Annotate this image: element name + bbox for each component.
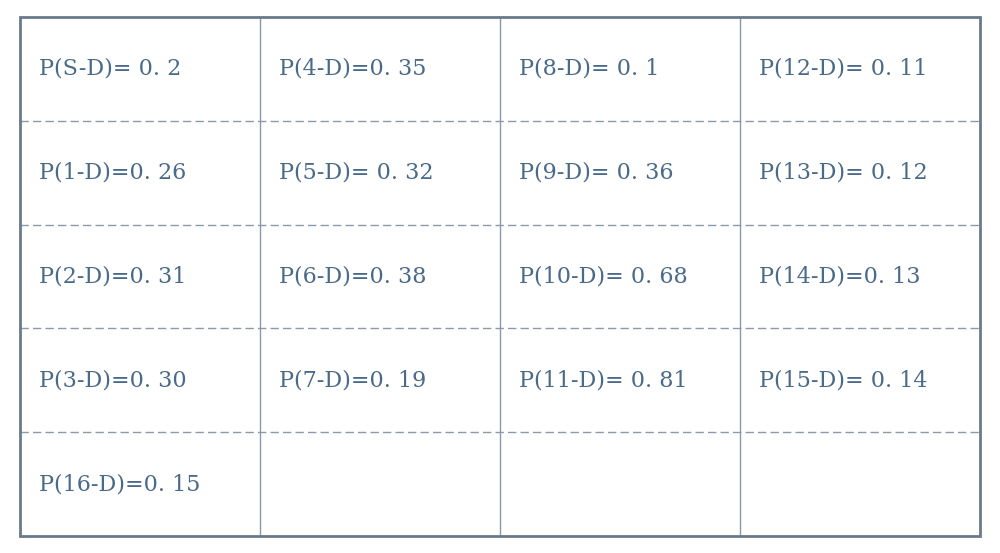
Text: P(6-D)=0. 38: P(6-D)=0. 38	[279, 265, 427, 288]
Text: P(2-D)=0. 31: P(2-D)=0. 31	[39, 265, 187, 288]
Text: P(9-D)= 0. 36: P(9-D)= 0. 36	[519, 161, 674, 184]
Text: P(14-D)=0. 13: P(14-D)=0. 13	[759, 265, 921, 288]
Text: P(13-D)= 0. 12: P(13-D)= 0. 12	[759, 161, 928, 184]
Text: P(4-D)=0. 35: P(4-D)=0. 35	[279, 58, 427, 80]
Text: P(16-D)=0. 15: P(16-D)=0. 15	[39, 473, 201, 495]
Text: P(10-D)= 0. 68: P(10-D)= 0. 68	[519, 265, 688, 288]
Text: P(S-D)= 0. 2: P(S-D)= 0. 2	[39, 58, 181, 80]
Text: P(11-D)= 0. 81: P(11-D)= 0. 81	[519, 369, 688, 392]
Text: P(15-D)= 0. 14: P(15-D)= 0. 14	[759, 369, 928, 392]
Text: P(12-D)= 0. 11: P(12-D)= 0. 11	[759, 58, 928, 80]
Text: P(8-D)= 0. 1: P(8-D)= 0. 1	[519, 58, 660, 80]
Text: P(1-D)=0. 26: P(1-D)=0. 26	[39, 161, 186, 184]
Text: P(3-D)=0. 30: P(3-D)=0. 30	[39, 369, 187, 392]
Text: P(7-D)=0. 19: P(7-D)=0. 19	[279, 369, 426, 392]
Text: P(5-D)= 0. 32: P(5-D)= 0. 32	[279, 161, 434, 184]
